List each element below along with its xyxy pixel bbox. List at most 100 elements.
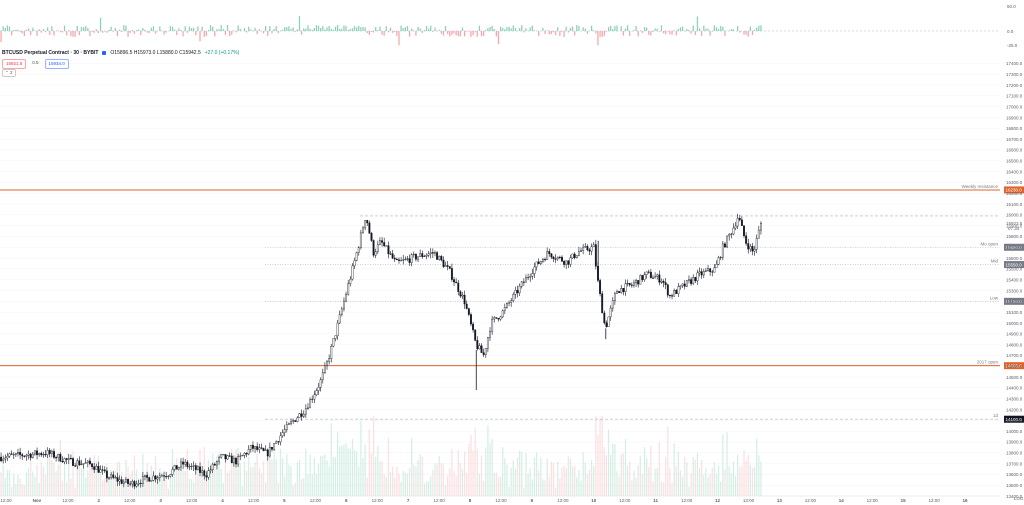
level-price-tag[interactable] (1004, 297, 1024, 305)
price-tick-label: 13600.0 (1006, 472, 1023, 477)
log-scale-toggle: LOG (1014, 496, 1024, 501)
candle-body (679, 285, 682, 287)
candle-body (364, 220, 367, 229)
volume-bar (504, 458, 506, 496)
candle-body (67, 458, 70, 460)
osc-bar (269, 26, 271, 31)
collapse-indicators-button[interactable]: ⌃ 2 (2, 69, 16, 77)
candle-body (110, 474, 113, 479)
level-price-tag[interactable] (1004, 186, 1024, 194)
time-tick-label: 12:00 (124, 498, 136, 503)
volume-bar (269, 447, 271, 496)
price-tick-label: 14200.0 (1006, 407, 1023, 412)
volume-bar (226, 472, 229, 496)
osc-bar (93, 31, 95, 33)
level-price-text: 15190.0 (1006, 299, 1023, 304)
osc-bar (30, 31, 32, 36)
volume-bar (658, 442, 660, 496)
osc-bar (402, 28, 404, 31)
volume-bar (510, 467, 512, 496)
volume-bar (372, 416, 375, 496)
level-price-text: 14100.0 (1006, 417, 1023, 422)
level-price-tag[interactable] (1004, 362, 1024, 370)
osc-bar (504, 29, 506, 31)
price-axis[interactable]: 17400.0 17300.0 17200.0 17100.0 17000.0 16900… (1006, 61, 1024, 501)
horizontal-levels[interactable]: Weekly resistance 16230.0 2017 open 14605.0… (0, 184, 1024, 423)
candle-body (455, 281, 458, 284)
volume-bar (559, 478, 561, 496)
volume-bar (567, 456, 569, 496)
volume-bar (182, 469, 184, 496)
candle-body (480, 345, 483, 353)
candle-body (668, 294, 671, 296)
candle-body (141, 476, 144, 484)
volume-bar (478, 473, 481, 496)
candle-body (622, 288, 625, 293)
volume-bar (345, 443, 347, 496)
price-tick-label: 14500.0 (1006, 375, 1023, 380)
candle-body (692, 277, 695, 284)
volume-bar (472, 450, 474, 496)
volume-bar (34, 476, 36, 496)
candle-body (470, 314, 472, 325)
volume-bar (347, 447, 349, 496)
osc-bar (455, 31, 457, 36)
candle-body (552, 256, 555, 260)
level-price-tag[interactable] (1004, 261, 1024, 269)
candle-body (213, 463, 216, 466)
time-axis[interactable]: 12:00 Nov 12:00 2 12:00 3 12:00 4 12:00 5 12:00 6 12… (0, 495, 1000, 503)
volume-bar (669, 468, 671, 496)
volume-bar (169, 472, 172, 496)
osc-bar (567, 31, 569, 33)
candle-body (207, 470, 210, 478)
level-price-tag[interactable] (1004, 415, 1024, 423)
osc-bar (356, 27, 358, 31)
candle-body (338, 314, 341, 324)
volume-bar (590, 459, 593, 496)
candle-body (613, 293, 616, 301)
candle-body (467, 308, 470, 315)
volume-bar (11, 486, 13, 496)
volume-bar (178, 469, 180, 496)
volume-bar (493, 472, 495, 496)
osc-bar (233, 30, 235, 31)
candle-body (586, 246, 589, 251)
candle-body (740, 219, 743, 226)
osc-bar (497, 31, 500, 45)
osc-bar (404, 27, 406, 31)
volume-bar (209, 464, 212, 496)
volume-bar (315, 473, 318, 496)
candle-body (370, 233, 373, 241)
level-label: Mo open (980, 241, 998, 246)
volume-bar (224, 460, 227, 496)
osc-bar (508, 26, 510, 31)
candle-body (336, 322, 339, 336)
sell-button[interactable]: 15921.5 (2, 59, 27, 69)
osc-bar (616, 25, 618, 31)
volume-bar (667, 427, 669, 496)
buy-button[interactable]: 15934.0 (44, 59, 69, 69)
osc-bar (294, 31, 296, 33)
symbol-title[interactable]: BTCUSD Perpetual Contract · 30 · BYBIT (2, 50, 99, 56)
candle-body (78, 460, 81, 465)
volume-bar (679, 470, 682, 496)
volume-bar (157, 474, 159, 496)
candle-body (486, 337, 489, 349)
level-price-tag[interactable] (1004, 243, 1024, 251)
volume-bar (692, 457, 694, 496)
candle-body (326, 361, 328, 366)
candle-body (144, 475, 146, 477)
osc-bar (11, 31, 13, 36)
volume-bar (27, 468, 30, 496)
candle-body (512, 294, 515, 301)
volume-bar (398, 473, 400, 496)
time-tick-label: 15 (901, 498, 907, 503)
volume-bar (593, 466, 595, 496)
osc-bar (722, 26, 724, 31)
volume-bar (70, 478, 72, 496)
candle-body (633, 282, 635, 286)
candle-body (80, 463, 83, 465)
candle-body (639, 275, 642, 285)
osc-bar (654, 28, 656, 31)
